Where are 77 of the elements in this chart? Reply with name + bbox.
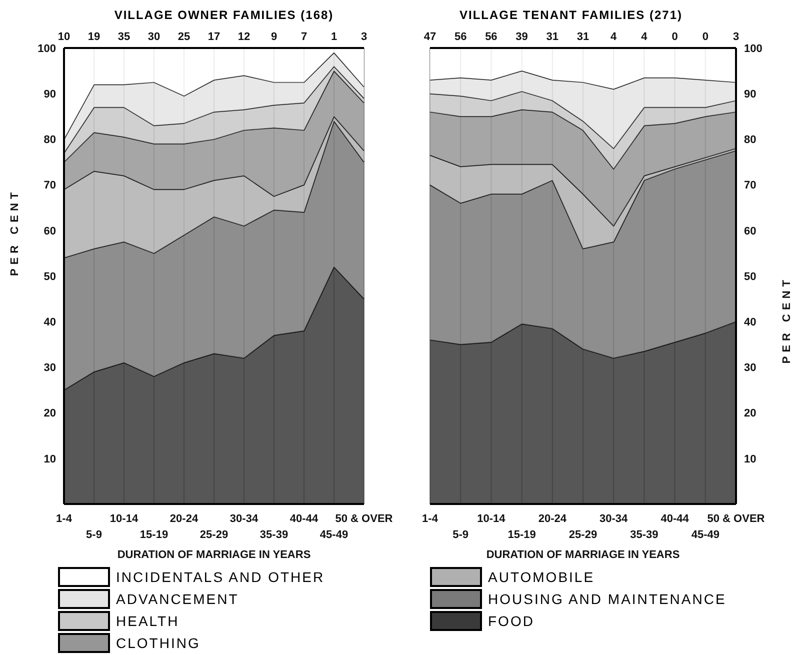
x-tick-label: 50 & OVER <box>707 513 765 525</box>
y-tick-label: 80 <box>44 134 56 146</box>
y2-tick-label: 70 <box>744 180 756 192</box>
text: 56 <box>454 31 467 43</box>
text: 10 <box>58 31 70 43</box>
x-tick-label: 45-49 <box>320 529 348 541</box>
y2-tick-label: 90 <box>744 88 756 101</box>
legend-label: ADVANCEMENT <box>116 591 239 607</box>
x-tick-label: 10-14 <box>477 513 506 525</box>
text: 30 <box>148 31 160 43</box>
y2-tick-label: 60 <box>744 225 756 238</box>
text: 1 <box>330 31 338 43</box>
x-tick-label: 15-19 <box>508 529 536 541</box>
x-tick-label: 25-29 <box>200 529 228 541</box>
y2-tick-label: 80 <box>744 134 756 146</box>
text: 56 <box>485 31 498 43</box>
text: 7 <box>300 31 308 43</box>
text: 25 <box>178 31 190 43</box>
legend-label: CLOTHING <box>116 635 200 651</box>
legend-label: FOOD <box>488 613 534 629</box>
text: 9 <box>270 31 278 43</box>
x-tick-label: 40-44 <box>660 513 690 525</box>
text: 31 <box>576 31 590 43</box>
chart-title: VILLAGE OWNER FAMILIES (168) <box>113 8 335 24</box>
chart-title: VILLAGE TENANT FAMILIES (271) <box>458 8 684 24</box>
x-tick-label: 20-24 <box>170 513 199 525</box>
y-tick-label: 70 <box>44 180 56 192</box>
x-tick-label: 45-49 <box>691 529 720 541</box>
x-tick-label: 1-4 <box>422 513 439 525</box>
x-tick-label: 20-24 <box>538 513 568 525</box>
text: 35 <box>118 31 130 43</box>
text: 47 <box>424 31 436 43</box>
x-axis-title: DURATION OF MARRIAGE IN YEARS <box>117 549 311 561</box>
x-tick-label: 35-39 <box>260 529 288 541</box>
y2-tick-label: 100 <box>744 42 762 55</box>
x-tick-label: 25-29 <box>568 529 598 541</box>
x-tick-label: 35-39 <box>630 529 658 541</box>
y2-tick-label: 20 <box>744 408 756 420</box>
legend-label: AUTOMOBILE <box>488 569 595 585</box>
text: 12 <box>238 31 250 43</box>
text: 17 <box>208 31 220 43</box>
y-tick-label: 40 <box>44 316 56 329</box>
x-tick-label: 5-9 <box>452 529 469 541</box>
y-tick-label: 100 <box>38 42 56 55</box>
x-axis-title: DURATION OF MARRIAGE IN YEARS <box>486 549 680 561</box>
y-tick-label: 50 <box>44 270 56 283</box>
y2-tick-label: 30 <box>744 362 756 374</box>
text: 3 <box>360 31 368 43</box>
text: 4 <box>610 31 618 43</box>
text: 0 <box>702 31 708 43</box>
legend-label: HOUSING AND MAINTENANCE <box>488 591 726 607</box>
text: 3 <box>732 31 740 43</box>
y-tick-label: 60 <box>44 225 56 238</box>
text: 0 <box>672 31 678 43</box>
x-tick-label: 30-34 <box>230 513 259 525</box>
x-tick-label: 10-14 <box>110 513 139 525</box>
legend-label: HEALTH <box>116 613 180 629</box>
text: 39 <box>516 31 528 43</box>
legend-label: INCIDENTALS AND OTHER <box>116 569 325 585</box>
x-tick-label: 50 & OVER <box>335 513 393 525</box>
text: 19 <box>88 31 100 43</box>
y2-tick-label: 10 <box>744 453 756 466</box>
y2-tick-label: 40 <box>744 316 756 329</box>
y-tick-label: 10 <box>44 453 56 466</box>
y-tick-label: 90 <box>44 88 56 101</box>
text: 31 <box>546 31 559 43</box>
x-tick-label: 15-19 <box>140 529 168 541</box>
y2-tick-label: 50 <box>744 270 756 283</box>
x-tick-label: 1-4 <box>56 513 73 525</box>
x-tick-label: 30-34 <box>600 513 629 525</box>
x-tick-label: 40-44 <box>290 513 319 525</box>
x-tick-label: 5-9 <box>86 529 102 541</box>
y-axis-title: PER CENT <box>8 188 21 276</box>
y2-axis-title: PER CENT <box>780 276 793 364</box>
y-tick-label: 30 <box>44 362 56 374</box>
y-tick-label: 20 <box>44 408 56 420</box>
text: 4 <box>641 31 648 43</box>
